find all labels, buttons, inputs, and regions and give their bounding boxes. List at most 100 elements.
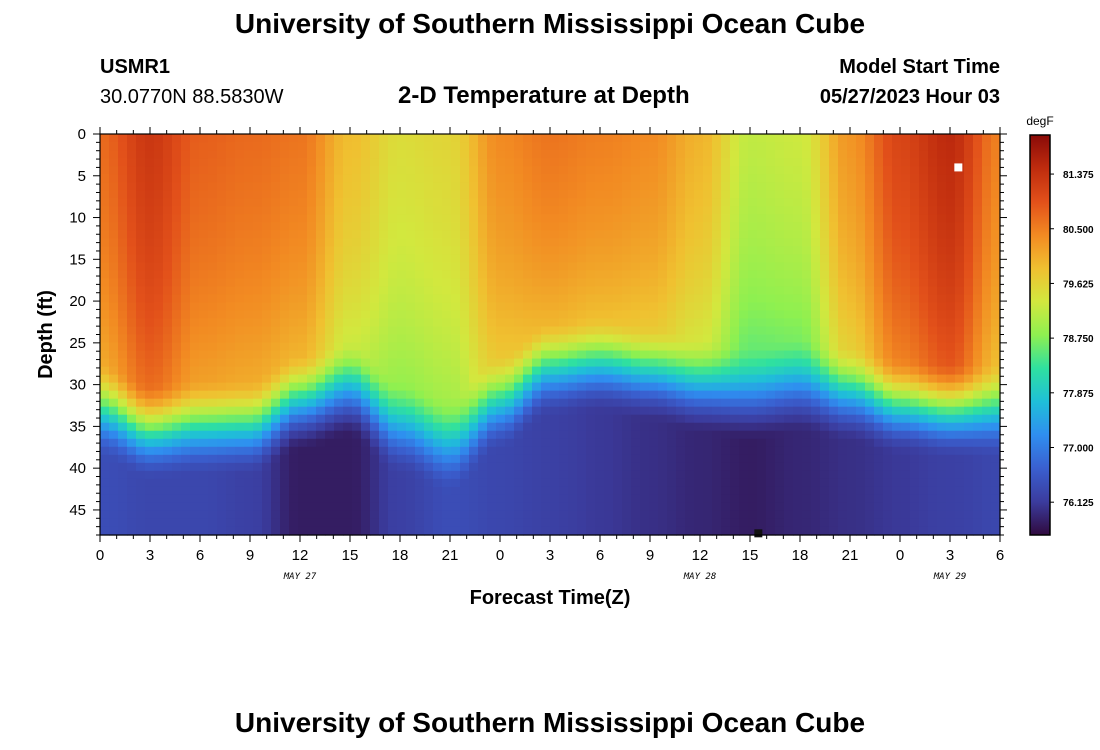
heatmap-cell — [991, 334, 1001, 344]
heatmap-cell — [235, 398, 245, 408]
heatmap-cell — [406, 318, 416, 328]
heatmap-cell — [946, 486, 956, 496]
heatmap-cell — [811, 502, 821, 512]
heatmap-cell — [919, 142, 929, 151]
heatmap-cell — [595, 342, 605, 352]
heatmap-cell — [388, 486, 398, 496]
heatmap-cell — [163, 318, 173, 328]
heatmap-cell — [937, 358, 947, 368]
heatmap-cell — [244, 214, 254, 223]
heatmap-cell — [622, 238, 632, 247]
heatmap-cell — [667, 374, 677, 384]
heatmap-cell — [190, 342, 200, 352]
heatmap-cell — [604, 422, 614, 432]
heatmap-cell — [298, 470, 308, 480]
heatmap-cell — [118, 486, 128, 496]
heatmap-cell — [964, 214, 974, 223]
heatmap-cell — [622, 382, 632, 392]
heatmap-cell — [415, 518, 425, 528]
heatmap-cell — [298, 462, 308, 472]
heatmap-cell — [118, 422, 128, 432]
heatmap-cell — [280, 446, 290, 456]
heatmap-cell — [856, 302, 866, 312]
heatmap-cell — [217, 446, 227, 456]
heatmap-cell — [946, 190, 956, 199]
heatmap-cell — [793, 342, 803, 352]
heatmap-cell — [577, 262, 587, 271]
heatmap-cell — [631, 222, 641, 231]
heatmap-cell — [271, 502, 281, 512]
heatmap-cell — [226, 206, 236, 215]
heatmap-cell — [487, 382, 497, 392]
heatmap-cell — [370, 238, 380, 247]
heatmap-cell — [361, 310, 371, 320]
heatmap-cell — [982, 310, 992, 320]
heatmap-cell — [883, 510, 893, 520]
heatmap-cell — [469, 134, 479, 143]
heatmap-cell — [676, 278, 686, 287]
heatmap-cell — [532, 150, 542, 159]
heatmap-cell — [316, 518, 326, 528]
heatmap-cell — [919, 478, 929, 488]
heatmap-cell — [991, 278, 1001, 287]
heatmap-cell — [676, 150, 686, 159]
heatmap-cell — [388, 350, 398, 360]
heatmap-cell — [937, 166, 947, 175]
heatmap-cell — [415, 302, 425, 312]
heatmap-cell — [172, 382, 182, 392]
heatmap-cell — [667, 150, 677, 159]
heatmap-cell — [379, 518, 389, 528]
heatmap-cell — [136, 454, 146, 464]
heatmap-cell — [937, 366, 947, 376]
heatmap-cell — [469, 214, 479, 223]
heatmap-cell — [370, 134, 380, 143]
heatmap-cell — [460, 470, 470, 480]
heatmap-cell — [118, 238, 128, 247]
heatmap-cell — [406, 278, 416, 287]
heatmap-cell — [937, 422, 947, 432]
heatmap-cell — [883, 294, 893, 304]
heatmap-cell — [262, 334, 272, 344]
heatmap-cell — [847, 166, 857, 175]
heatmap-cell — [478, 438, 488, 448]
heatmap-cell — [271, 246, 281, 255]
heatmap-cell — [793, 182, 803, 191]
heatmap-cell — [919, 454, 929, 464]
heatmap-cell — [775, 390, 785, 400]
heatmap-cell — [478, 510, 488, 520]
heatmap-cell — [532, 262, 542, 271]
heatmap-cell — [100, 454, 110, 464]
heatmap-cell — [613, 502, 623, 512]
heatmap-cell — [865, 270, 875, 279]
heatmap-cell — [775, 238, 785, 247]
heatmap-cell — [244, 358, 254, 368]
heatmap-cell — [910, 174, 920, 183]
heatmap-cell — [343, 278, 353, 287]
heatmap-cell — [757, 510, 767, 520]
heatmap-cell — [694, 486, 704, 496]
heatmap-cell — [460, 358, 470, 368]
heatmap-cell — [640, 198, 650, 207]
heatmap-cell — [811, 182, 821, 191]
heatmap-cell — [910, 182, 920, 191]
heatmap-cell — [397, 454, 407, 464]
heatmap-cell — [280, 342, 290, 352]
heatmap-cell — [514, 374, 524, 384]
heatmap-cell — [784, 454, 794, 464]
heatmap-cell — [946, 134, 956, 143]
heatmap-cell — [280, 486, 290, 496]
heatmap-cell — [505, 422, 515, 432]
heatmap-cell — [226, 174, 236, 183]
heatmap-cell — [856, 390, 866, 400]
heatmap-cell — [505, 302, 515, 312]
heatmap-cell — [118, 326, 128, 336]
heatmap-cell — [640, 158, 650, 167]
heatmap-cell — [739, 198, 749, 207]
heatmap-cell — [424, 206, 434, 215]
heatmap-cell — [658, 294, 668, 304]
heatmap-cell — [604, 502, 614, 512]
heatmap-cell — [955, 310, 965, 320]
heatmap-cell — [856, 286, 866, 295]
heatmap-cell — [910, 134, 920, 143]
heatmap-cell — [766, 390, 776, 400]
